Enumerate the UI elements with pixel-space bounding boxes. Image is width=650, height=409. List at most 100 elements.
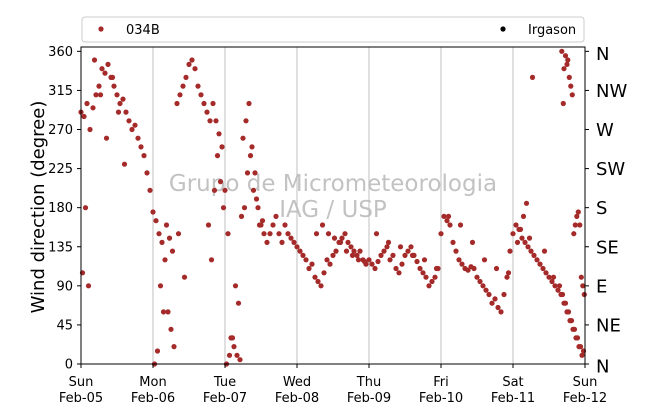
data-point — [82, 205, 89, 211]
data-point — [571, 231, 577, 237]
data-point — [126, 118, 132, 124]
data-point — [267, 231, 273, 237]
x-tick-date: Feb-07 — [203, 391, 247, 406]
data-point — [399, 261, 405, 267]
data-point — [279, 239, 285, 245]
data-point — [198, 92, 204, 98]
data-point — [405, 248, 411, 254]
x-tick-date: Feb-09 — [347, 391, 391, 406]
data-point — [540, 265, 546, 272]
data-point — [562, 300, 569, 306]
x-tick-day: Sat — [502, 375, 523, 390]
data-point — [235, 300, 242, 306]
data-point — [423, 274, 429, 280]
data-point — [408, 244, 414, 250]
data-point — [282, 222, 288, 228]
data-point — [321, 270, 327, 276]
y-axis-ticks: 0 45 90 135 180 225 270 315 360 — [48, 45, 81, 373]
data-point — [523, 200, 530, 206]
data-point — [426, 283, 432, 289]
vertical-grid-lines — [152, 47, 514, 364]
compass-label: SE — [596, 237, 619, 258]
data-point — [204, 109, 210, 115]
data-point — [213, 118, 219, 124]
compass-label: N — [596, 44, 609, 65]
data-point — [568, 318, 575, 324]
data-point — [238, 213, 245, 219]
data-point — [175, 231, 182, 237]
data-point — [226, 352, 233, 358]
data-point — [580, 283, 586, 289]
data-point — [165, 309, 171, 315]
data-point — [111, 83, 117, 89]
data-point — [574, 213, 580, 219]
data-point — [232, 283, 239, 289]
data-point — [421, 257, 428, 263]
data-point — [565, 309, 572, 315]
data-point — [240, 135, 246, 141]
data-point — [537, 261, 543, 267]
data-point — [253, 196, 260, 202]
data-point — [366, 257, 372, 263]
data-point — [195, 83, 201, 89]
data-point — [354, 252, 360, 258]
data-point — [510, 231, 516, 237]
data-point — [85, 283, 92, 289]
data-point — [474, 274, 480, 280]
data-point — [214, 153, 221, 159]
data-point — [181, 274, 188, 280]
data-point — [351, 248, 357, 254]
data-point — [559, 291, 566, 298]
legend: 034B Irgason — [81, 16, 585, 43]
data-point — [250, 187, 257, 193]
data-point — [331, 235, 338, 241]
data-point — [420, 270, 426, 276]
compass-label: SW — [596, 159, 625, 180]
y-tick-label: 360 — [48, 45, 73, 60]
data-point — [577, 222, 583, 228]
data-point — [318, 283, 324, 289]
x-tick-date: Feb-10 — [419, 391, 463, 406]
data-point — [514, 239, 521, 245]
data-point — [381, 248, 387, 254]
x-tick-day: Wed — [283, 375, 311, 390]
data-point — [565, 57, 571, 63]
data-point — [159, 239, 165, 245]
data-point — [169, 248, 176, 254]
data-point — [117, 100, 123, 107]
data-point — [147, 187, 153, 193]
data-point — [543, 270, 549, 276]
data-point — [120, 96, 126, 102]
data-point — [505, 270, 512, 276]
data-point — [109, 74, 116, 80]
data-point — [549, 278, 555, 285]
data-point — [373, 231, 380, 237]
data-point — [222, 187, 228, 193]
data-point — [456, 257, 462, 263]
data-point — [481, 257, 488, 263]
data-point — [103, 135, 110, 141]
data-point — [417, 265, 423, 272]
data-point — [450, 239, 456, 245]
data-point — [387, 257, 393, 263]
data-point — [339, 235, 345, 241]
data-point — [237, 357, 243, 363]
data-point — [526, 235, 533, 241]
x-tick-day: Thu — [356, 375, 381, 390]
data-point — [205, 222, 212, 228]
y-tick-label: 90 — [56, 279, 73, 294]
data-point — [546, 274, 552, 280]
data-point — [541, 248, 548, 254]
data-point — [342, 231, 348, 237]
data-point — [189, 57, 195, 63]
data-point — [162, 257, 168, 263]
data-point — [285, 231, 291, 237]
data-point — [555, 287, 561, 293]
data-point — [581, 291, 587, 298]
data-point — [300, 252, 306, 258]
data-point — [102, 70, 108, 76]
compass-label: S — [596, 198, 607, 219]
data-point — [249, 144, 255, 150]
